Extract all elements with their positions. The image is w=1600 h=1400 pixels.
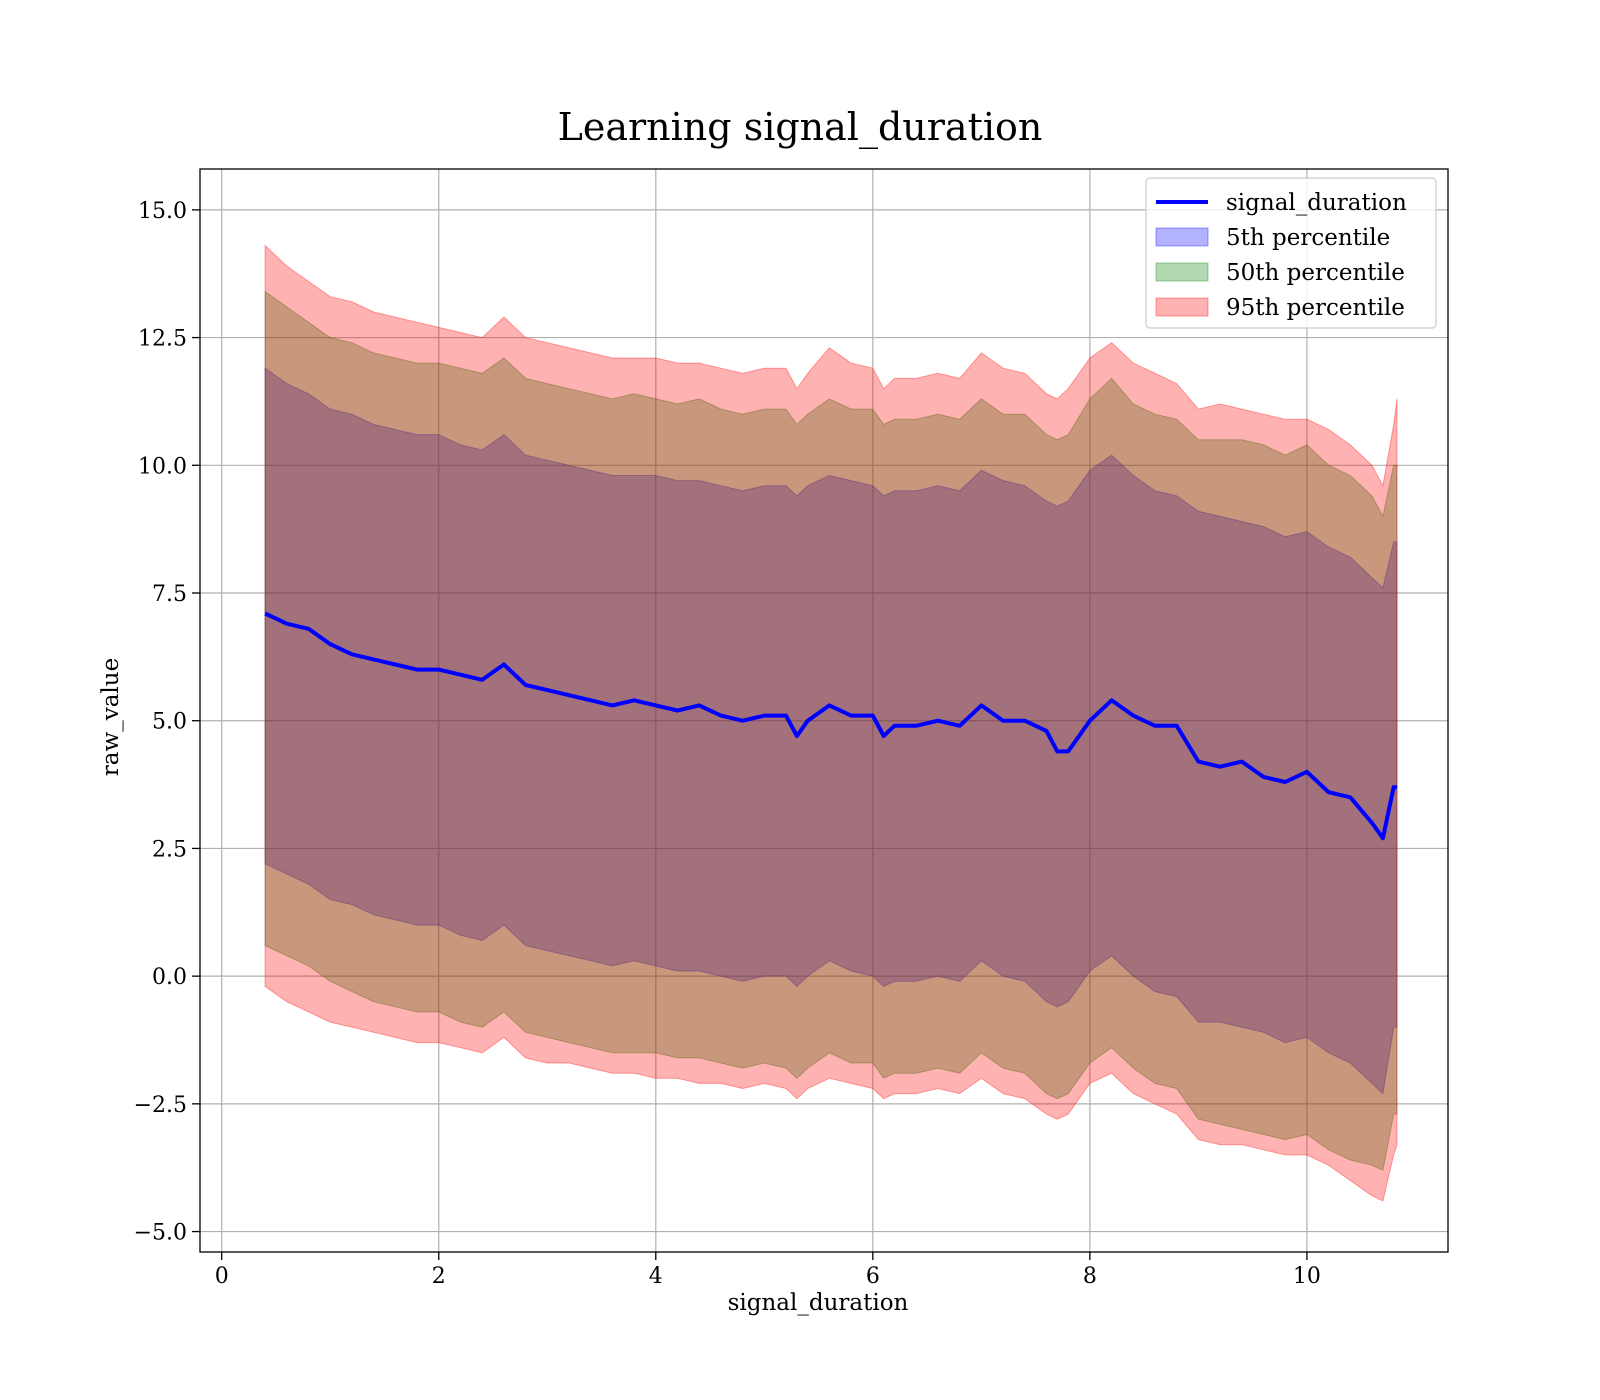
- legend-label: 95th percentile: [1226, 295, 1405, 321]
- legend-patch-swatch: [1155, 227, 1209, 247]
- y-tick-label: 15.0: [138, 199, 187, 224]
- y-tick-label: 12.5: [138, 327, 187, 352]
- x-tick-label: 2: [432, 1264, 446, 1289]
- legend-box: [1145, 177, 1437, 329]
- x-axis-title: signal_duration: [728, 1290, 909, 1316]
- x-tick-label: 10: [1293, 1264, 1321, 1289]
- y-tick-label: 0.0: [152, 965, 187, 990]
- legend: signal_duration 5th percentile 50th percen…: [1145, 177, 1437, 329]
- legend-label: 5th percentile: [1226, 225, 1390, 251]
- y-tick-label: 7.5: [152, 582, 187, 607]
- legend-patch-swatch: [1155, 297, 1209, 317]
- band-50th-percentile: [264, 290, 1398, 1172]
- x-tick-label: 8: [1083, 1264, 1097, 1289]
- y-tick-label: 10.0: [138, 454, 187, 479]
- y-tick-label: −2.5: [134, 1093, 187, 1118]
- grid: [200, 169, 1448, 1252]
- legend-label: 50th percentile: [1226, 260, 1405, 286]
- x-tick-label: 6: [866, 1264, 880, 1289]
- y-tick-label: 5.0: [152, 710, 187, 735]
- band-95th-percentile: [264, 244, 1398, 1202]
- legend-patch-swatch: [1155, 262, 1209, 282]
- signal-duration-line: [264, 611, 1397, 841]
- plot-area: 0 2 4 6 8 10 −5.0 −2.5 0.0 2.5 5.0 7.5 10.0 12.5 15.0: [134, 168, 1449, 1289]
- y-tick-label: 2.5: [152, 837, 187, 862]
- y-axis-title: raw_value: [98, 658, 124, 776]
- legend-label: signal_duration: [1226, 190, 1407, 216]
- y-tick-label: −5.0: [134, 1221, 187, 1246]
- chart-title: Learning signal_duration: [558, 105, 1043, 150]
- x-tick-label: 4: [649, 1264, 663, 1289]
- band-5th-percentile: [264, 367, 1398, 1095]
- plot-frame: [199, 168, 1449, 1253]
- x-tick-label: 0: [215, 1264, 229, 1289]
